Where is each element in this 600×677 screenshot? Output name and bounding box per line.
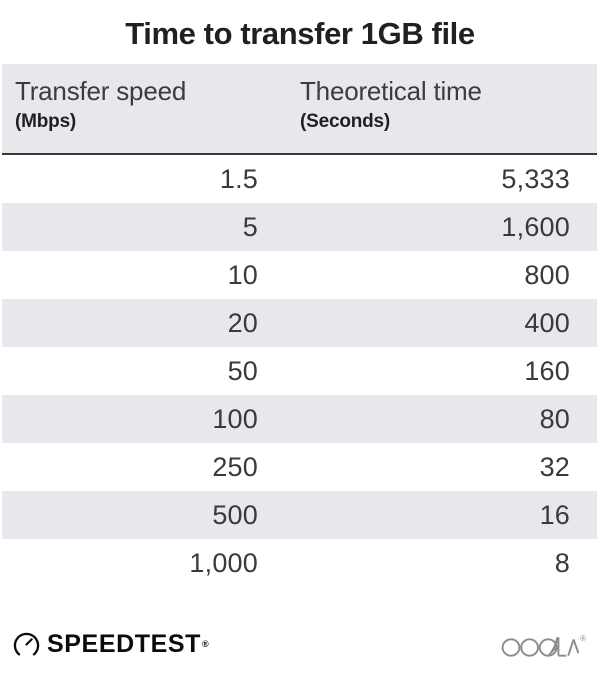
cell-transfer-speed: 10 — [227, 260, 258, 290]
column-header-transfer-speed-main: Transfer speed — [15, 76, 187, 106]
speedtest-wordmark: SPEEDTEST — [47, 629, 202, 658]
cell-transfer-speed: 50 — [227, 356, 258, 386]
column-header-transfer-speed-unit: (Mbps) — [15, 111, 77, 132]
table-row: 100 80 — [2, 395, 597, 443]
cell-theoretical-time: 16 — [539, 500, 570, 530]
table-row: 10 800 — [2, 251, 597, 299]
transfer-time-table: Transfer speed (Mbps) Theoretical time (… — [2, 64, 597, 587]
column-header-theoretical-time-unit: (Seconds) — [300, 111, 391, 132]
cell-theoretical-time: 400 — [524, 308, 570, 338]
table-row: 1,000 8 — [2, 539, 597, 587]
cell-theoretical-time: 800 — [524, 260, 570, 290]
speedometer-gauge-icon — [13, 631, 40, 658]
table-row: 500 16 — [2, 491, 597, 539]
cell-theoretical-time: 5,333 — [501, 164, 570, 194]
cell-transfer-speed: 5 — [242, 212, 258, 242]
cell-theoretical-time: 160 — [524, 356, 570, 386]
cell-transfer-speed: 20 — [227, 308, 258, 338]
table-row: 20 400 — [2, 299, 597, 347]
ookla-trademark-icon: ® — [580, 634, 586, 643]
column-header-theoretical-time-main: Theoretical time — [300, 76, 482, 106]
ookla-logo: ® — [501, 634, 586, 658]
cell-transfer-speed: 250 — [212, 452, 258, 482]
table-row: 50 160 — [2, 347, 597, 395]
cell-theoretical-time: 80 — [539, 404, 570, 434]
column-header-theoretical-time: Theoretical time (Seconds) — [300, 74, 482, 135]
table-body: 1.5 5,333 5 1,600 10 800 20 400 50 160 1… — [2, 155, 597, 587]
table-row: 1.5 5,333 — [2, 155, 597, 203]
cell-transfer-speed: 1.5 — [219, 164, 258, 194]
column-header-transfer-speed: Transfer speed (Mbps) — [15, 74, 186, 135]
cell-theoretical-time: 8 — [554, 548, 570, 578]
table-row: 250 32 — [2, 443, 597, 491]
speedtest-logo: SPEEDTEST ® — [13, 629, 209, 659]
footer: SPEEDTEST ® — [0, 620, 600, 677]
cell-transfer-speed: 500 — [212, 500, 258, 530]
cell-theoretical-time: 32 — [539, 452, 570, 482]
cell-transfer-speed: 1,000 — [189, 548, 258, 578]
page-title: Time to transfer 1GB file — [125, 16, 475, 51]
speedtest-trademark-icon: ® — [202, 639, 209, 649]
table-row: 5 1,600 — [2, 203, 597, 251]
cell-theoretical-time: 1,600 — [501, 212, 570, 242]
ookla-wordmark — [501, 634, 580, 658]
table-header-row: Transfer speed (Mbps) Theoretical time (… — [2, 64, 597, 155]
cell-transfer-speed: 100 — [212, 404, 258, 434]
